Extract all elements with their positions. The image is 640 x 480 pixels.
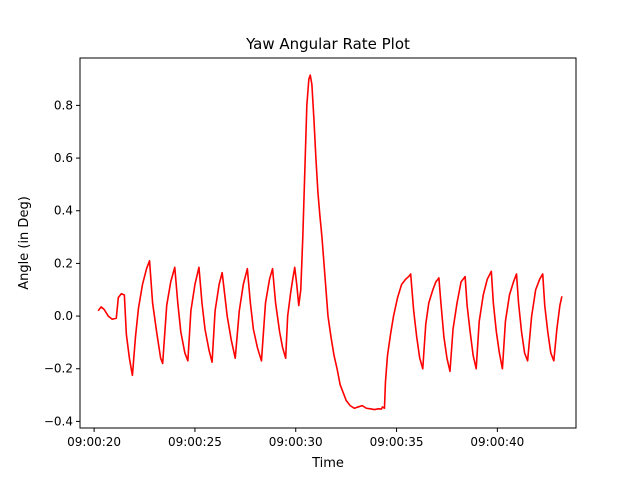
plot-background xyxy=(80,58,576,428)
x-tick-label: 09:00:25 xyxy=(168,435,222,449)
y-tick-label: 0.6 xyxy=(54,151,73,165)
x-tick-label: 09:00:40 xyxy=(470,435,524,449)
x-tick-label: 09:00:20 xyxy=(67,435,121,449)
x-axis-label: Time xyxy=(311,456,344,471)
y-tick-label: −0.2 xyxy=(44,362,73,376)
chart-title: Yaw Angular Rate Plot xyxy=(245,35,410,53)
y-tick-label: 0.2 xyxy=(54,256,73,270)
y-axis: −0.4 −0.2 0.0 0.2 0.4 0.6 0.8 xyxy=(44,98,80,428)
y-tick-label: −0.4 xyxy=(44,414,73,428)
x-tick-label: 09:00:30 xyxy=(269,435,323,449)
y-tick-label: 0.8 xyxy=(54,98,73,112)
series-line xyxy=(97,74,563,411)
y-tick-label: 0.4 xyxy=(54,204,73,218)
x-axis: 09:00:20 09:00:25 09:00:30 09:00:35 09:00:40 xyxy=(67,428,524,449)
axes-frame xyxy=(79,57,577,429)
y-tick-label: 0.0 xyxy=(54,309,73,323)
x-tick-label: 09:00:35 xyxy=(370,435,424,449)
plot-area xyxy=(79,57,577,429)
y-axis-label: Angle (in Deg) xyxy=(17,196,32,290)
